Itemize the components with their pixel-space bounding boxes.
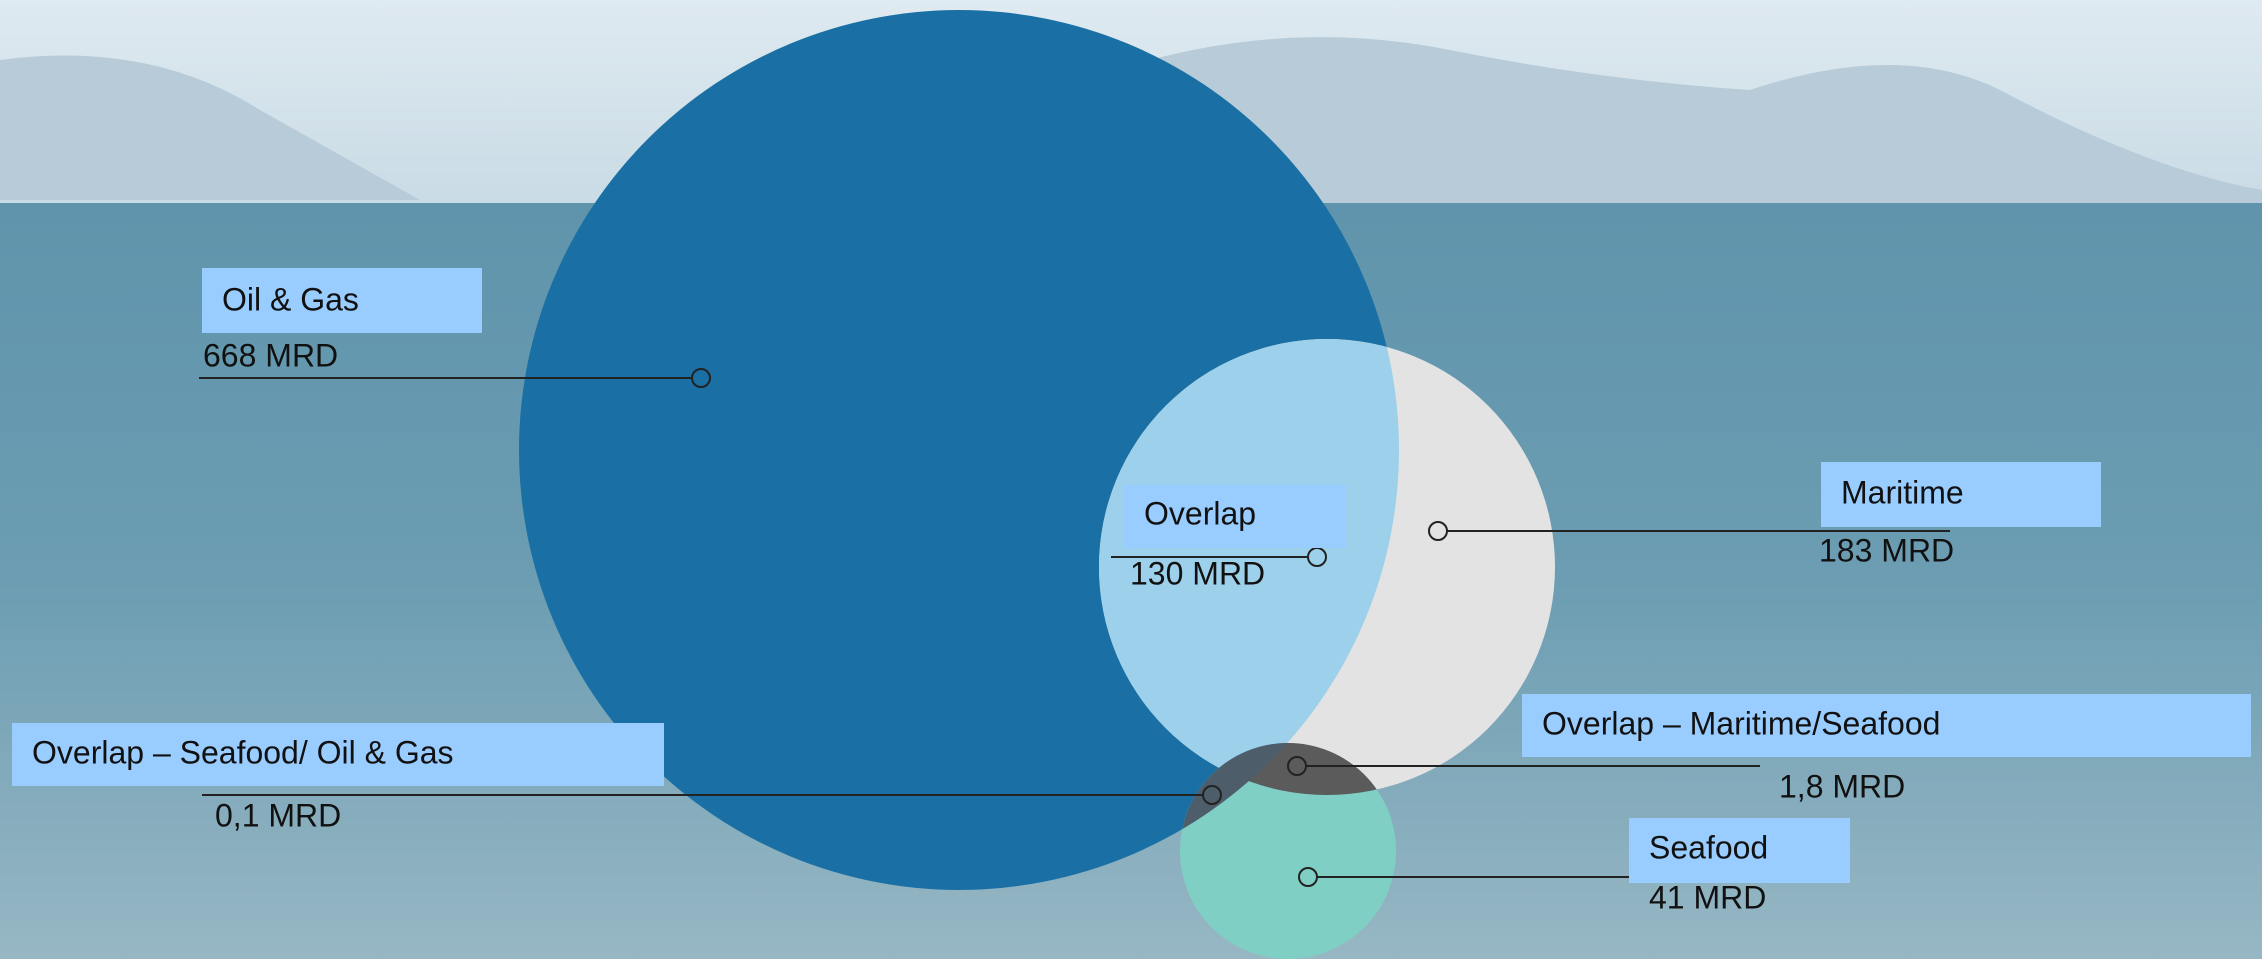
value: 1,8 MRD (1779, 768, 1905, 804)
label: Overlap – Seafood/ Oil & Gas (32, 734, 454, 770)
label: Maritime (1841, 474, 1964, 510)
diagram: Oil & Gas 668 MRD Overlap 130 MRD Mariti… (0, 0, 2262, 959)
value: 183 MRD (1819, 532, 1954, 568)
value: 0,1 MRD (215, 797, 341, 833)
value: 41 MRD (1649, 879, 1766, 915)
label: Overlap – Maritime/Seafood (1542, 705, 1940, 741)
label: Seafood (1649, 829, 1768, 865)
label: Overlap (1144, 495, 1256, 531)
value: 668 MRD (203, 337, 338, 373)
value: 130 MRD (1130, 555, 1265, 591)
label: Oil & Gas (222, 281, 359, 317)
